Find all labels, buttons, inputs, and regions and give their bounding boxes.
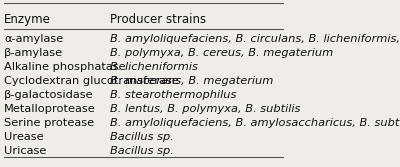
Text: B. amyloliquefaciens, B. circulans, B. licheniformis,: B. amyloliquefaciens, B. circulans, B. l… xyxy=(110,34,400,44)
Text: β-galactosidase: β-galactosidase xyxy=(4,90,94,100)
Text: B. stearothermophilus: B. stearothermophilus xyxy=(110,90,236,100)
Text: Serine protease: Serine protease xyxy=(4,118,94,128)
Text: B. polymyxa, B. cereus, B. megaterium: B. polymyxa, B. cereus, B. megaterium xyxy=(110,48,333,58)
Text: Bacillus sp.: Bacillus sp. xyxy=(110,146,174,156)
Text: B. amyloliquefaciens, B. amylosaccharicus, B. subtilis: B. amyloliquefaciens, B. amylosaccharicu… xyxy=(110,118,400,128)
Text: Alkaline phosphatase: Alkaline phosphatase xyxy=(4,62,126,72)
Text: α-amylase: α-amylase xyxy=(4,34,64,44)
Text: Producer strains: Producer strains xyxy=(110,13,206,26)
Text: Enzyme: Enzyme xyxy=(4,13,51,26)
Text: B. licheniformis: B. licheniformis xyxy=(110,62,198,72)
Text: Cyclodextran glucotransferase: Cyclodextran glucotransferase xyxy=(4,76,179,86)
Text: B. lentus, B. polymyxa, B. subtilis: B. lentus, B. polymyxa, B. subtilis xyxy=(110,104,300,114)
Text: Uricase: Uricase xyxy=(4,146,47,156)
Text: Bacillus sp.: Bacillus sp. xyxy=(110,132,174,142)
Text: Urease: Urease xyxy=(4,132,44,142)
Text: β-amylase: β-amylase xyxy=(4,48,63,58)
Text: Metalloprotease: Metalloprotease xyxy=(4,104,96,114)
Text: B. macerans, B. megaterium: B. macerans, B. megaterium xyxy=(110,76,273,86)
